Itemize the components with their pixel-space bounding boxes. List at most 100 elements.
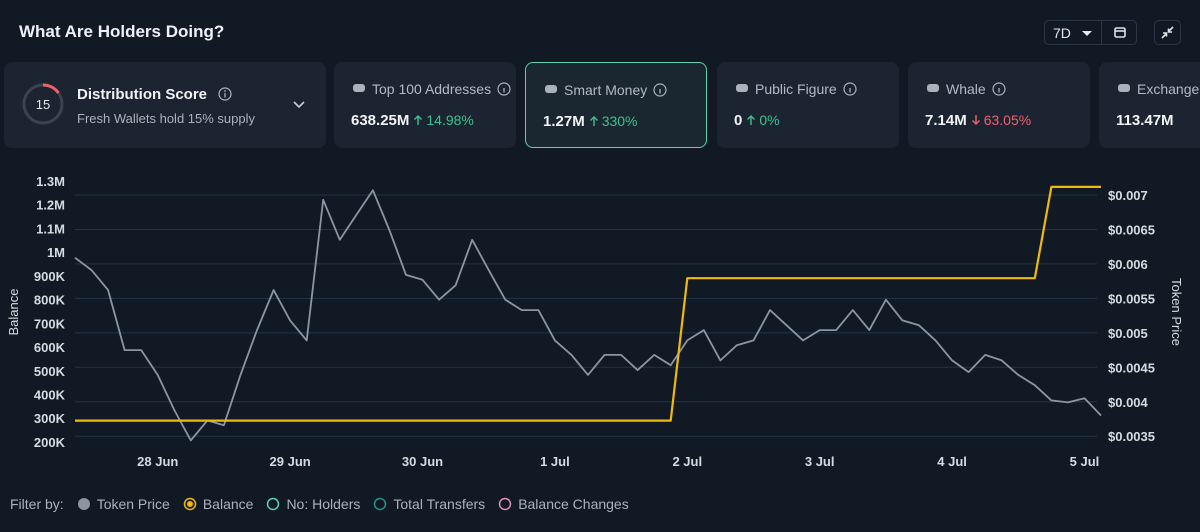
arrow-shape: [747, 115, 756, 125]
x-tick-label: 28 Jun: [137, 454, 178, 469]
icon-shape: [545, 85, 557, 93]
filter-option-label: Total Transfers: [393, 496, 486, 512]
filter-swatch: [183, 497, 197, 511]
filter-option-label: Balance Changes: [518, 496, 629, 512]
card-change: 0%: [746, 112, 780, 128]
info-ring: [992, 82, 1006, 96]
change-arrow: [589, 116, 598, 126]
y-tick-label: 700K: [34, 316, 66, 331]
card-label: Whale: [946, 81, 1006, 97]
card-value-text: 1.27M: [543, 113, 585, 130]
filter-option[interactable]: Total Transfers: [373, 496, 485, 512]
swatch-ring: [183, 497, 197, 511]
distribution-title: Distribution Score: [77, 86, 232, 103]
y-axis-title: Balance: [6, 289, 21, 336]
card-value: 0 0%: [734, 112, 780, 129]
filter-label: Filter by:: [10, 496, 64, 512]
card-value: 638.25M 14.98%: [351, 112, 474, 129]
card-label-text: Whale: [946, 81, 986, 97]
score-text: 15: [36, 97, 50, 112]
metric-card[interactable]: Whale 7.14M 63.05%: [908, 62, 1090, 148]
card-value-text: 113.47M: [1116, 112, 1174, 129]
metric-card[interactable]: Top 100 Addresses 638.25M 14.98%: [334, 62, 516, 148]
card-icon: [1118, 84, 1130, 92]
y-tick-label: 900K: [34, 269, 66, 284]
x-tick-label: 30 Jun: [402, 454, 443, 469]
x-tick-label: 4 Jul: [937, 454, 967, 469]
filter-option-label: No: Holders: [286, 496, 361, 512]
y2-tick-label: $0.006: [1108, 257, 1148, 272]
y2-tick-label: $0.0035: [1108, 429, 1155, 444]
card-label: Smart Money: [564, 82, 667, 98]
filter-option-label: Token Price: [96, 496, 170, 512]
metric-card[interactable]: Smart Money 1.27M 330%: [525, 62, 707, 148]
card-change-text: 0%: [759, 112, 780, 128]
icon-shape: [736, 84, 748, 92]
x-tick-label: 2 Jul: [672, 454, 702, 469]
calendar-button[interactable]: [1101, 20, 1137, 45]
x-tick-label: 29 Jun: [270, 454, 311, 469]
metric-card[interactable]: Exchange 113.47M: [1099, 62, 1200, 148]
card-label-text: Smart Money: [564, 82, 648, 98]
info-icon: [218, 87, 232, 101]
y2-tick-label: $0.0065: [1108, 222, 1155, 237]
y-tick-label: 300K: [34, 411, 66, 426]
y-tick-label: 1.1M: [36, 221, 65, 236]
arrow-shape: [414, 115, 423, 125]
filter-option[interactable]: Balance: [183, 496, 254, 512]
range-label: 7D: [1053, 25, 1071, 41]
y2-tick-label: $0.007: [1108, 188, 1148, 203]
filter-swatch: [498, 497, 512, 511]
x-tick-label: 5 Jul: [1070, 454, 1100, 469]
swatch-ring: [498, 497, 512, 511]
card-change-text: 63.05%: [983, 112, 1032, 128]
swatch-ring: [374, 497, 387, 511]
metric-card[interactable]: Public Figure 0 0%: [717, 62, 899, 148]
info-ring: [497, 82, 511, 96]
caret: [1081, 31, 1092, 36]
filter-swatch: [374, 497, 387, 511]
y-tick-label: 1.2M: [36, 198, 65, 213]
series-line: [74, 189, 1102, 442]
y2-tick-label: $0.005: [1108, 326, 1148, 341]
card-value-text: 638.25M: [351, 112, 410, 129]
calendar-icon: [1114, 27, 1126, 38]
collapse-button[interactable]: [1154, 20, 1181, 45]
filter-option-label: Balance: [202, 496, 254, 512]
filter-option[interactable]: Token Price: [77, 496, 170, 512]
range-dropdown[interactable]: 7D: [1044, 20, 1102, 45]
y-tick-label: 500K: [34, 364, 66, 379]
info-ring: [843, 82, 857, 96]
y-tick-label: 400K: [34, 387, 66, 402]
distribution-title-text: Distribution Score: [77, 86, 208, 103]
x-tick-label: 3 Jul: [805, 454, 835, 469]
swatch-dot: [186, 501, 193, 507]
y-tick-label: 1M: [47, 245, 65, 260]
x-tick-label: 1 Jul: [540, 454, 570, 469]
filter-option[interactable]: Balance Changes: [498, 496, 629, 512]
expand-chevron: [293, 101, 305, 109]
card-label: Public Figure: [755, 81, 857, 97]
card-change-text: 14.98%: [426, 112, 474, 128]
y2-axis-title: Token Price: [1169, 278, 1184, 346]
card-icon: [353, 84, 365, 92]
card-change: 330%: [589, 113, 638, 129]
distribution-card[interactable]: 15 Distribution Score Fresh Wallets hold…: [4, 62, 326, 148]
change-arrow: [747, 115, 756, 125]
change-arrow: [414, 115, 423, 125]
card-icon: [736, 84, 748, 92]
card-label-text: Top 100 Addresses: [372, 81, 492, 97]
card-value: 7.14M 63.05%: [925, 112, 1031, 129]
icon-shape: [927, 84, 939, 92]
filter-option[interactable]: No: Holders: [266, 496, 360, 512]
change-arrow: [971, 115, 980, 125]
y2-tick-label: $0.004: [1108, 395, 1149, 410]
info-icon: [653, 83, 667, 97]
y-tick-label: 200K: [34, 435, 66, 450]
card-change: 14.98%: [413, 112, 474, 128]
card-value-text: 0: [734, 112, 743, 129]
arrow-shape: [971, 115, 980, 125]
collapse-icon: [1161, 26, 1174, 39]
card-icon: [545, 85, 557, 93]
